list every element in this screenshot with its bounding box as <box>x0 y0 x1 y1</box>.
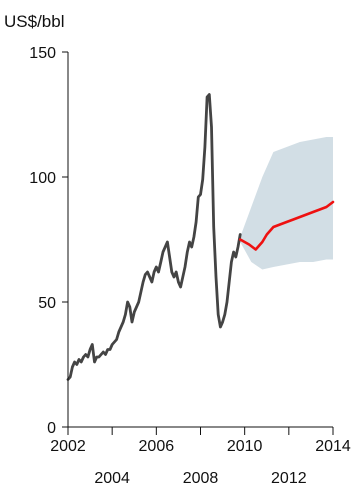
axis-layer: 0 50 100 150 2002 2006 2010 2014 2004 2008 2012 <box>29 45 351 487</box>
series-layer <box>66 93 335 381</box>
y-tick-label: 0 <box>47 420 56 437</box>
forecast-range-band <box>240 137 333 270</box>
historical-price-line <box>66 93 242 381</box>
x-tick-label: 2012 <box>271 470 307 487</box>
forecast-price-line <box>238 200 335 251</box>
forecast-band-layer <box>240 137 333 270</box>
y-axis-unit-label: US$/bbl <box>4 12 64 31</box>
x-tick-label: 2010 <box>227 438 263 455</box>
x-tick-label: 2008 <box>183 470 219 487</box>
y-tick-label: 100 <box>29 170 56 187</box>
x-tick-label: 2014 <box>315 438 351 455</box>
y-tick-label: 50 <box>38 295 56 312</box>
y-tick-label: 150 <box>29 45 56 62</box>
x-tick-label: 2006 <box>139 438 175 455</box>
x-tick-label: 2002 <box>50 438 86 455</box>
x-tick-label: 2004 <box>94 470 130 487</box>
